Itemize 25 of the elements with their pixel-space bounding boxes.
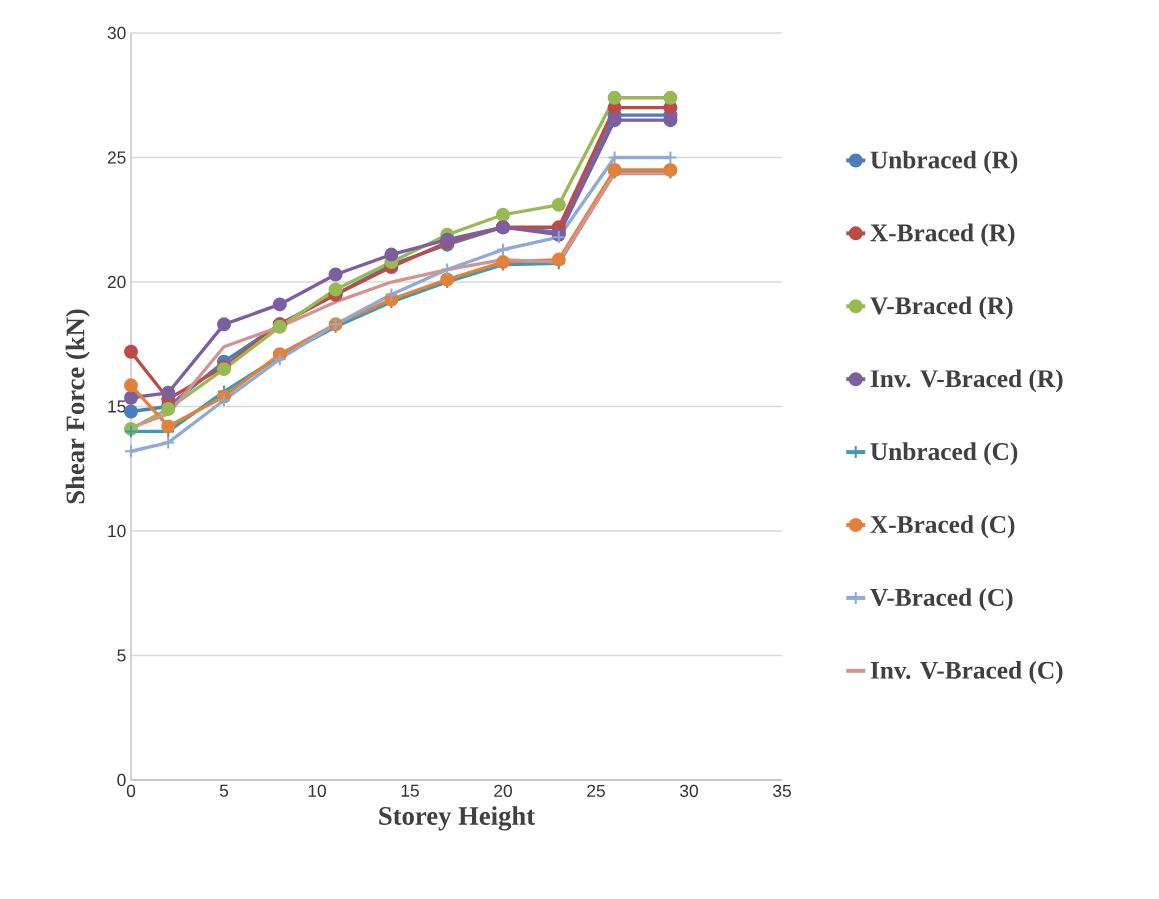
y-axis-title: Shear Force (kN) [65,309,90,504]
y-tick-label: 15 [108,400,126,413]
x-tick-label: 5 [219,784,229,797]
y-tick-label: 10 [108,524,126,538]
legend-label: Inv. V-Braced (C) [870,661,1063,684]
x-tick-label: 15 [401,784,419,797]
legend-label: Inv. V-Braced (R) [870,369,1063,393]
legend-label: V-Braced (R) [870,296,1013,320]
legend-label: X-Braced (C) [870,515,1015,539]
legend-label: X-Braced (R) [870,223,1015,247]
legend-label: V-Braced (C) [870,588,1013,612]
y-tick-label: 0 [117,773,126,787]
y-tick-label: 20 [107,275,126,289]
x-tick-label: 35 [773,784,791,797]
x-tick-label: 20 [494,784,512,797]
x-tick-label: 10 [308,784,326,797]
x-tick-label: 0 [126,784,136,797]
y-tick-label: 25 [107,151,126,164]
x-tick-label: 30 [680,784,698,797]
legend-label: Unbraced (R) [870,150,1018,174]
y-tick-label: 5 [117,649,126,662]
x-axis-title: Storey Height [379,806,535,831]
x-tick-label: 25 [587,784,605,797]
y-tick-label: 30 [107,26,126,40]
legend-label: Unbraced (C) [870,442,1018,466]
